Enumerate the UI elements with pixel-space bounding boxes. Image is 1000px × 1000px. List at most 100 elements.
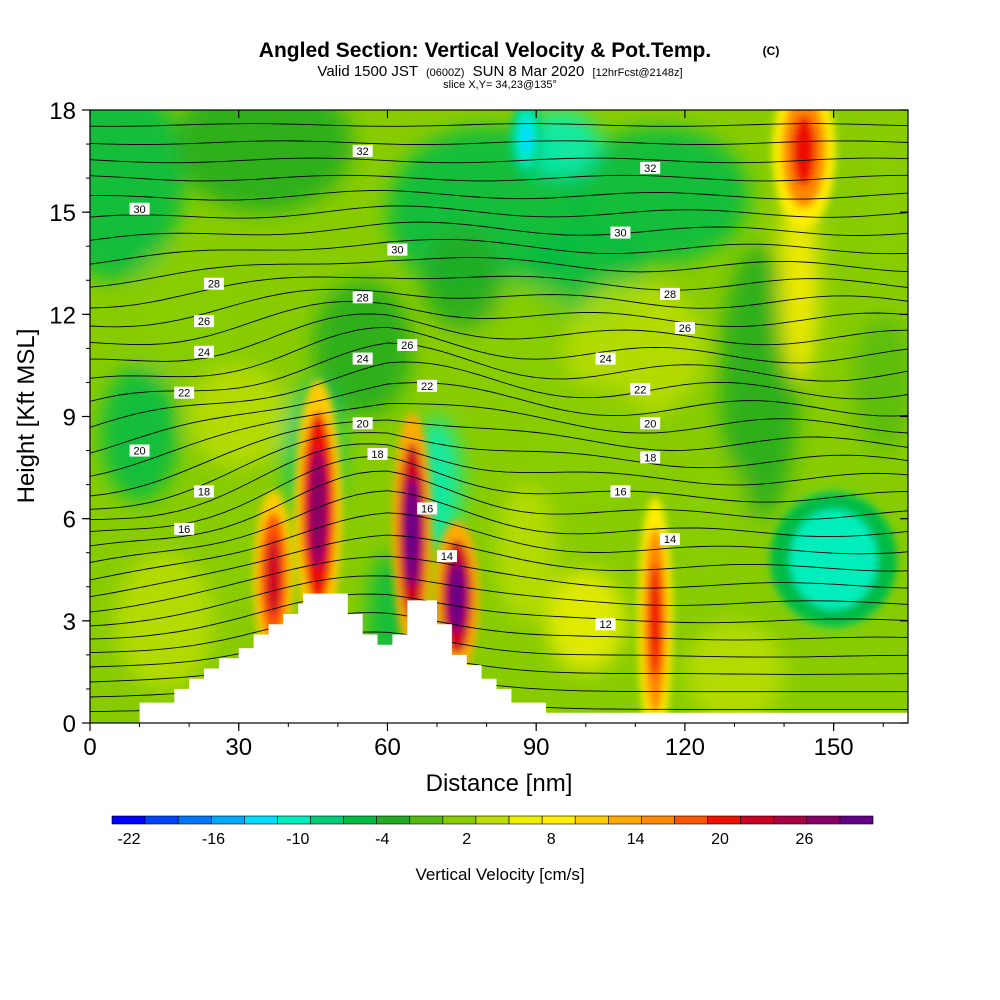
isentrope-label-box (129, 202, 150, 215)
colorbar-swatch (839, 815, 874, 825)
valid-time-line: Valid 1500 JST (0600Z) SUN 8 Mar 2020 [1… (317, 63, 682, 80)
y-tick-label: 9 (63, 405, 76, 432)
isentrope-line (90, 257, 908, 288)
colorbar-swatch (541, 815, 576, 825)
isentrope-line (90, 631, 908, 668)
isentrope-line (90, 432, 908, 510)
isentrope-label-box (194, 345, 215, 358)
y-tick-label: 15 (49, 200, 76, 227)
isentrope-line (90, 575, 908, 627)
velocity-core (520, 119, 533, 155)
field-blob (858, 110, 908, 315)
isentrope-label-box (660, 287, 681, 300)
isentrope-line (90, 382, 908, 454)
isentrope-lines (90, 123, 908, 713)
velocity-core (448, 561, 466, 633)
valid-forecast: [12hrFcst@2148z] (593, 67, 683, 79)
isentrope-line (90, 534, 908, 598)
field-blob (174, 110, 353, 213)
isentrope-label-box (352, 144, 373, 157)
isentrope-label-box (397, 338, 418, 351)
isentrope-line (90, 174, 908, 182)
isentrope-line (90, 238, 908, 265)
isentrope-line (90, 288, 908, 328)
colorbar-swatch (707, 815, 741, 825)
colorbar-label: Vertical Velocity [cm/s] (415, 865, 584, 884)
x-tick-label: 0 (83, 734, 96, 761)
isentrope-label: 24 (599, 354, 611, 366)
isentrope-label-box (387, 243, 408, 256)
isentrope-label-box (203, 277, 224, 290)
isentrope-label-box (367, 447, 388, 460)
velocity-core (404, 476, 420, 588)
x-tick-label: 90 (523, 734, 550, 761)
isentrope-label-box (640, 417, 661, 430)
isentrope-label-box (352, 352, 373, 365)
isentrope-label-box (610, 485, 631, 498)
field-blob (511, 382, 661, 519)
colorbar-tick-label: 20 (711, 831, 729, 848)
isentrope-label: 14 (664, 534, 676, 546)
isentrope-line (90, 301, 908, 346)
isentrope-label-box (352, 417, 373, 430)
colorbar-tick-label: -16 (202, 831, 225, 848)
colorbar-swatch (773, 815, 808, 825)
velocity-core (648, 563, 662, 679)
valid-prefix: Valid 1500 JST (317, 63, 417, 80)
isentrope-line (90, 140, 908, 145)
isentrope-label-box (630, 383, 651, 396)
y-axis-label: Height [Kft MSL] (13, 329, 40, 504)
isentrope-labels: 32 32 30 30 30 28 28 28 26 26 26 24 24 24 22 22 22 20 20 20… (129, 144, 695, 631)
field-blob (99, 365, 180, 502)
isentrope-label: 32 (644, 163, 656, 175)
isentrope-label: 12 (599, 619, 611, 631)
colorbar-tick-labels: -22 -16 -10 -4 2 8 14 20 26 (117, 831, 813, 848)
colorbar-swatch (641, 815, 675, 825)
colorbar-tick-label: 8 (547, 831, 556, 848)
isentrope-label: 28 (357, 292, 369, 304)
field-blob (779, 178, 819, 383)
isentrope-label: 20 (133, 446, 145, 458)
isentrope-line (90, 443, 908, 521)
isentrope-label-box (352, 291, 373, 304)
colorbar-swatch (806, 815, 841, 825)
isentrope-label: 14 (441, 551, 453, 563)
isentrope-label: 20 (357, 418, 369, 430)
y-tick-label: 6 (63, 507, 76, 534)
y-tick-label: 3 (63, 609, 76, 636)
x-axis-ticks: 0 30 60 90 120 150 (83, 110, 884, 761)
isentrope-label-box (660, 533, 681, 546)
field-blob (496, 484, 557, 621)
y-tick-label: 18 (49, 98, 76, 125)
isentrope-label-box (640, 451, 661, 464)
colorbar-swatch (244, 815, 278, 825)
isentrope-label-box (129, 444, 150, 457)
isentrope-line (90, 313, 908, 362)
valid-date: SUN 8 Mar 2020 (473, 63, 585, 80)
isentrope-label: 16 (178, 524, 190, 536)
isentrope-label: 30 (391, 245, 403, 257)
velocity-core (265, 536, 281, 617)
isentrope-line (90, 455, 908, 533)
colorbar-swatch (574, 815, 609, 825)
field-blob (422, 229, 502, 332)
isentrope-label: 18 (644, 452, 656, 464)
isentrope-label-box (610, 226, 631, 239)
y-tick-label: 12 (49, 302, 76, 329)
isentrope-label: 30 (133, 204, 145, 216)
slice-info: slice X,Y= 34,23@135° (443, 79, 557, 91)
colorbar-swatch (442, 815, 477, 825)
colorbar-tick-label: 26 (796, 831, 814, 848)
isentrope-label: 26 (198, 316, 210, 328)
isentrope-line (90, 205, 908, 219)
y-tick-label: 0 (63, 711, 76, 738)
isentrope-label-box (595, 618, 616, 631)
colorbar-tick-label: -10 (286, 831, 309, 848)
colorbar-swatch (740, 815, 775, 825)
field-blob (719, 246, 799, 519)
isentrope-label-box (194, 315, 215, 328)
isentrope-label-box (674, 321, 695, 334)
field-blob (114, 552, 214, 689)
isentrope-label-box (174, 522, 195, 535)
isentrope-label: 18 (371, 449, 383, 461)
